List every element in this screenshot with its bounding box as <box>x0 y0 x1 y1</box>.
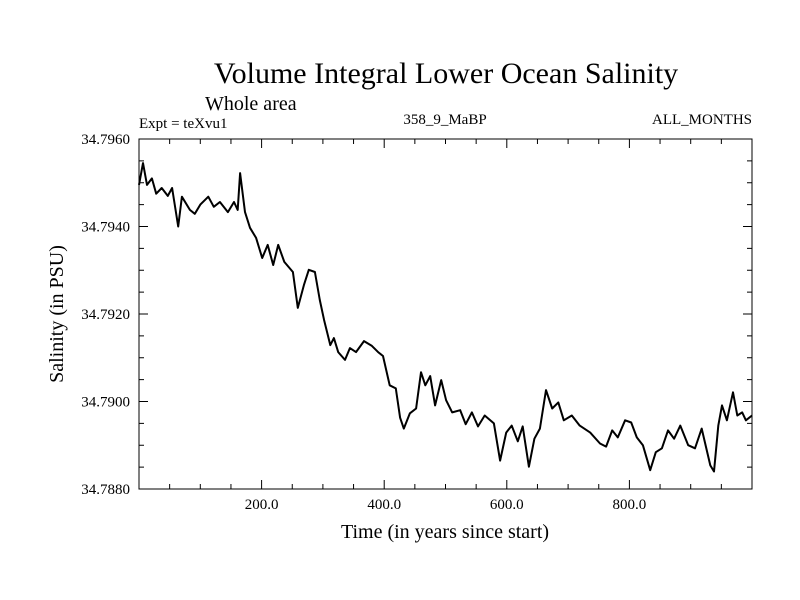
series-group <box>138 162 753 473</box>
plot-frame <box>138 138 753 490</box>
x-tick-label: 800.0 <box>613 497 647 513</box>
y-tick-label: 34.7960 <box>81 132 130 148</box>
chart-subtitle: Whole area <box>205 93 297 115</box>
axis-ticks <box>139 139 752 489</box>
salinity-line <box>138 162 753 473</box>
period-annotation: 358_9_MaBP <box>403 112 486 128</box>
x-tick-label: 200.0 <box>245 497 279 513</box>
y-tick-label: 34.7900 <box>81 395 130 411</box>
y-tick-label: 34.7920 <box>81 307 130 323</box>
x-tick-label: 400.0 <box>367 497 401 513</box>
tick-labels: 200.0 400.0 600.0 800.0 34.7880 34.7900 34.792… <box>81 132 646 513</box>
chart-title: Volume Integral Lower Ocean Salinity <box>214 57 678 90</box>
y-tick-label: 34.7940 <box>81 220 130 236</box>
x-tick-label: 600.0 <box>490 497 524 513</box>
experiment-annotation: Expt = teXvu1 <box>139 116 227 132</box>
x-axis-label: Time (in years since start) <box>341 521 549 543</box>
y-axis-label: Salinity (in PSU) <box>46 245 68 383</box>
months-annotation: ALL_MONTHS <box>652 112 752 128</box>
y-tick-label: 34.7880 <box>81 482 130 498</box>
